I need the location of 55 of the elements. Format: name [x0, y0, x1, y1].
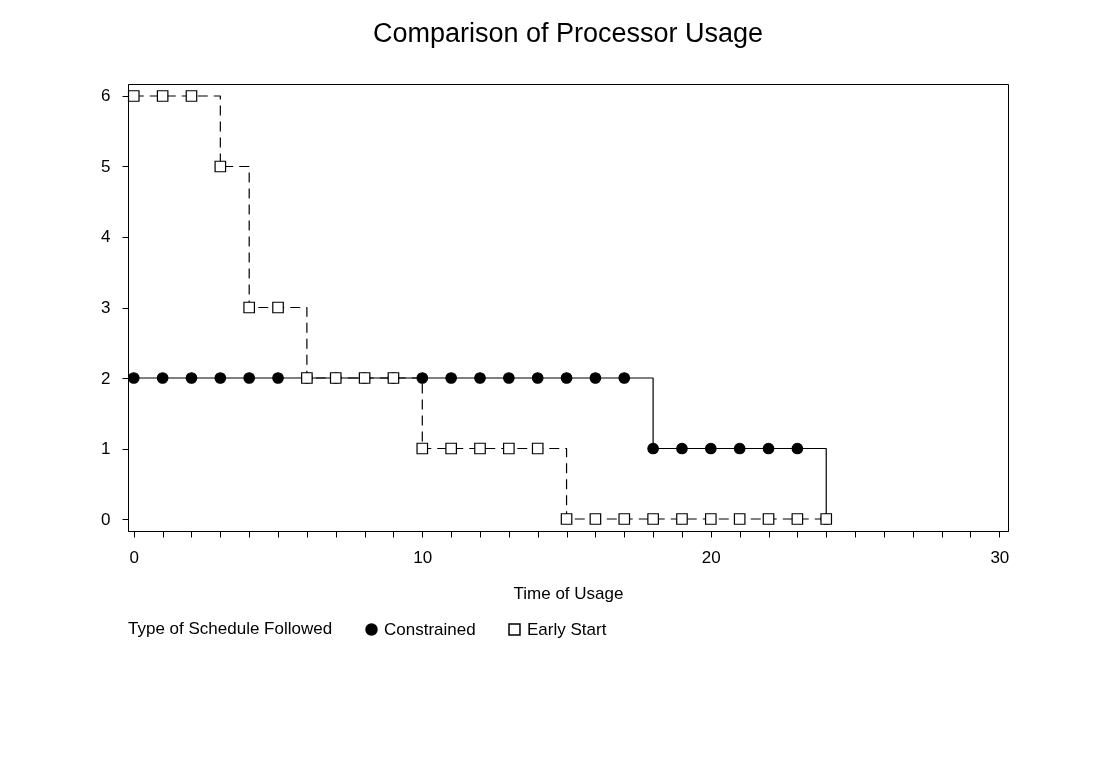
point [503, 442, 515, 455]
point [647, 442, 659, 455]
point [272, 301, 284, 314]
point [531, 372, 544, 384]
x-tick-label: 20 [701, 547, 721, 567]
y-tick-label: 4 [101, 227, 111, 247]
x-axis-title: Time of Usage [513, 583, 624, 603]
y-tick-label: 2 [101, 368, 111, 388]
point [214, 372, 227, 384]
point [474, 372, 486, 384]
point [243, 301, 256, 314]
point [156, 90, 169, 102]
y-tick-label: 1 [101, 439, 111, 459]
point [445, 372, 457, 384]
point [733, 513, 746, 525]
point [676, 513, 688, 525]
point [762, 513, 775, 525]
point [647, 513, 659, 525]
point [618, 513, 631, 525]
point [560, 372, 573, 384]
point [416, 442, 429, 455]
point [272, 372, 284, 384]
x-tick-label: 0 [129, 547, 139, 567]
point [156, 372, 169, 384]
point [560, 513, 573, 525]
point [243, 372, 256, 384]
point [762, 442, 775, 455]
point [531, 442, 544, 455]
y-tick-label: 0 [101, 509, 111, 529]
point [589, 372, 602, 384]
point [503, 372, 515, 384]
point [127, 90, 140, 102]
point [416, 372, 429, 384]
x-tick-label: 10 [413, 547, 433, 567]
point [733, 442, 746, 455]
y-tick-label: 5 [101, 156, 111, 176]
y-tick-label: 6 [101, 86, 111, 106]
point [791, 513, 804, 525]
point [474, 442, 486, 455]
point [618, 372, 631, 384]
point [185, 372, 198, 384]
point [445, 442, 457, 455]
point [676, 442, 688, 455]
point [185, 90, 198, 102]
legend-label: Constrained [384, 619, 476, 639]
chart-title: Comparison of Processor Usage [372, 18, 764, 48]
legend-label: Early Start [527, 619, 607, 639]
point [704, 513, 717, 525]
point [704, 442, 717, 455]
point [214, 160, 227, 173]
point [791, 442, 804, 455]
point [589, 513, 602, 525]
legend-title: Type of Schedule Followed [128, 619, 333, 638]
y-tick-label: 3 [101, 298, 111, 317]
x-tick-label: 30 [990, 547, 1010, 567]
